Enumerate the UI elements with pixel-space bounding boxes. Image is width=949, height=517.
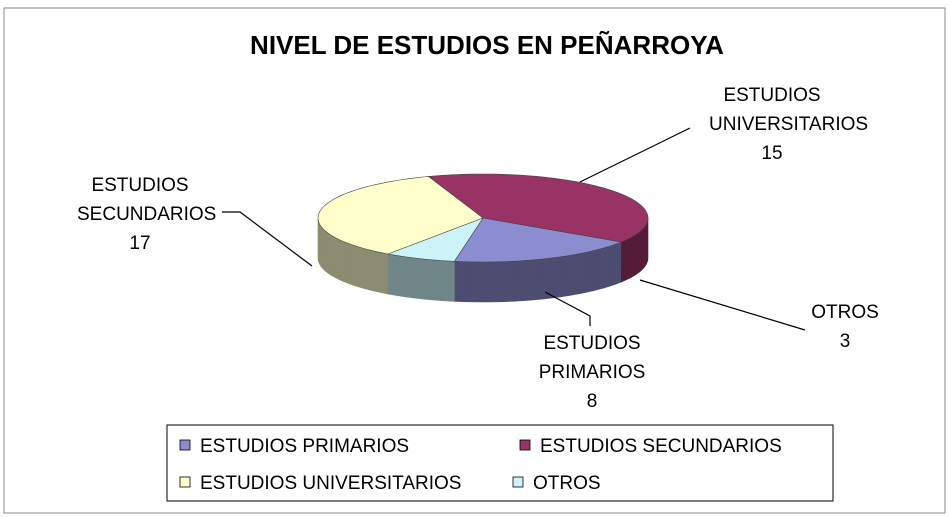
pie-side: [454, 241, 622, 303]
pie-side: [317, 218, 389, 295]
legend-swatch: [179, 476, 191, 488]
legend-swatch: [179, 439, 191, 451]
pie-side: [621, 217, 649, 283]
data-label-name: ESTUDIOS PRIMARIOS: [538, 333, 646, 383]
pie-slice: [386, 217, 484, 262]
legend-box: [166, 424, 834, 502]
data-label-name: ESTUDIOS UNIVERSITARIOS: [709, 85, 869, 135]
leader-line: [579, 127, 691, 183]
legend-label: ESTUDIOS SECUNDARIOS: [540, 436, 782, 457]
data-label: ESTUDIOS UNIVERSITARIOS 15: [687, 81, 869, 168]
pie-slice: [427, 173, 649, 243]
legend-label: ESTUDIOS UNIVERSITARIOS: [200, 473, 461, 494]
data-label-name: ESTUDIOS SECUNDARIOS: [77, 175, 217, 225]
leader-line: [222, 211, 313, 267]
legend-swatch: [512, 476, 524, 488]
data-label-value: 8: [586, 391, 598, 412]
data-label-value: 17: [129, 233, 151, 254]
data-label: ESTUDIOS SECUNDARIOS 17: [55, 171, 225, 258]
data-label-value: 15: [761, 143, 783, 164]
chart-title: NIVEL DE ESTUDIOS EN PEÑARROYA: [250, 30, 724, 60]
data-label-name: OTROS: [811, 302, 879, 323]
leader-line: [639, 279, 806, 331]
data-label: ESTUDIOS PRIMARIOS 8: [507, 329, 677, 416]
pie-slice: [317, 176, 484, 255]
pie-side: [387, 253, 455, 302]
leader-line: [544, 291, 591, 326]
pie-slice: [453, 217, 623, 263]
data-label: OTROS 3: [760, 298, 930, 356]
legend-label: ESTUDIOS PRIMARIOS: [200, 436, 409, 457]
legend-label: OTROS: [533, 473, 601, 494]
data-label-value: 3: [839, 331, 851, 352]
legend-swatch: [519, 439, 531, 451]
